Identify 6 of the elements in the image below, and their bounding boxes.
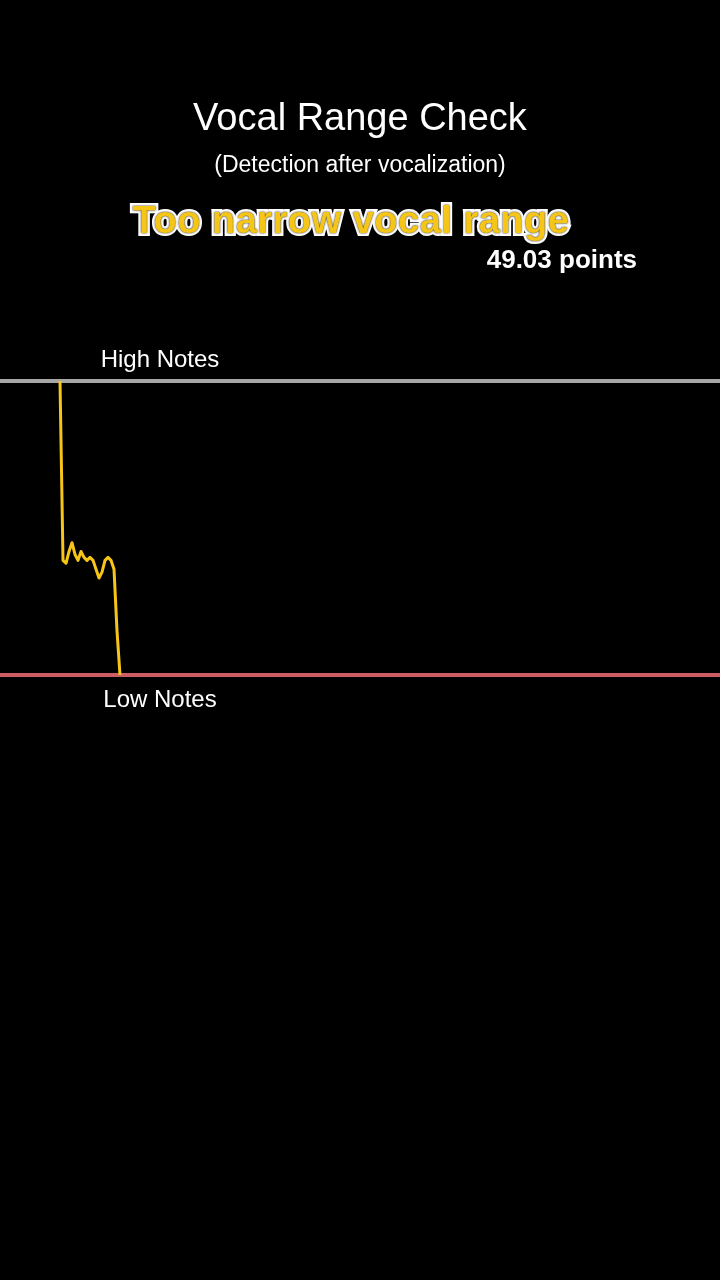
ref-line-label: Low Notes xyxy=(103,685,217,712)
text: 49.03 points xyxy=(486,243,637,276)
chart-subtitle: (Detection after vocalization) xyxy=(213,150,507,179)
ref-line-label: High Notes xyxy=(100,345,220,372)
text: Too narrow vocal range xyxy=(131,198,571,243)
chart-title: Vocal Range Check xyxy=(192,95,528,140)
